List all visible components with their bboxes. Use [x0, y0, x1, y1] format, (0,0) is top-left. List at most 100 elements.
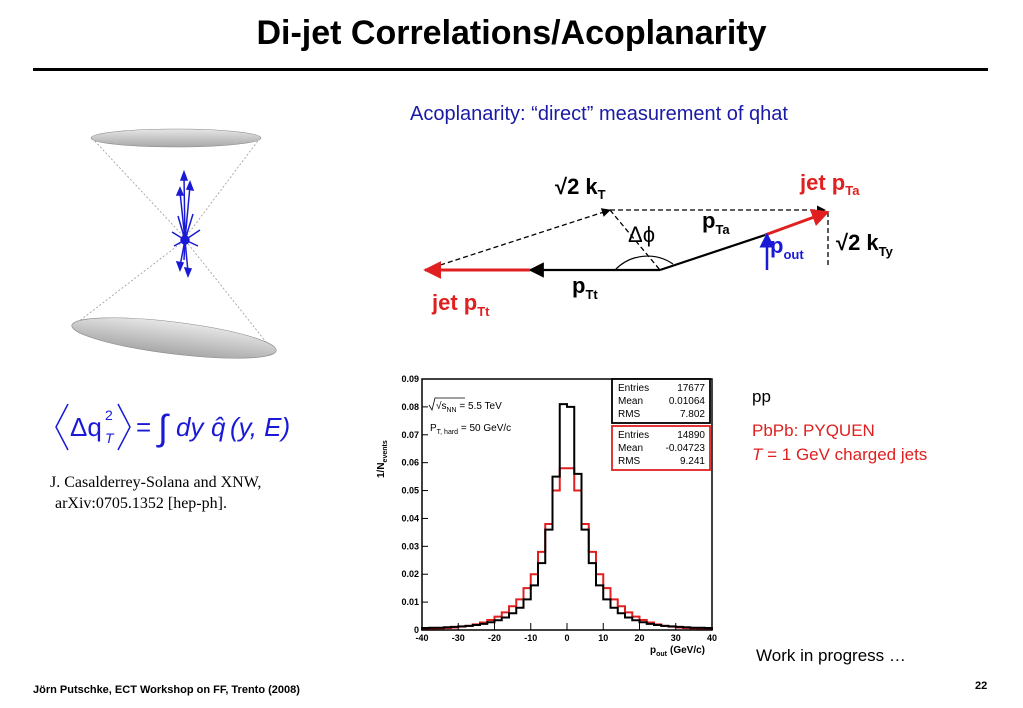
formula-args: (y, E)	[230, 412, 290, 442]
x-tick-label: 0	[564, 633, 569, 643]
formula-integral: ∫	[156, 407, 170, 448]
stats-box-pp: Entries 17677 Mean 0.01064 RMS 7.802	[611, 378, 711, 424]
formula-delta-q: Δq	[70, 412, 102, 442]
x-tick-label: 20	[634, 633, 644, 643]
jet-pTa-arrow	[764, 209, 830, 237]
kT-dashed-drop	[609, 209, 661, 271]
y-tick-label: 0.05	[401, 486, 419, 496]
histogram-series	[421, 403, 713, 630]
svg-text:RMS: RMS	[618, 456, 641, 467]
title-underline	[33, 68, 988, 71]
x-axis-label: pout (GeV/c)	[650, 645, 705, 658]
pout-sub: out	[783, 247, 804, 262]
kT-label: √2 k	[555, 174, 598, 199]
series-pbpb-line	[421, 467, 713, 630]
y-tick-label: 0.02	[401, 569, 419, 579]
acoplanarity-diagram: √2 kT jet pTa pTa Δϕ pout √2 kTy pTt jet…	[423, 170, 894, 319]
formula-sub: T	[105, 430, 115, 446]
stats-box-pbpb: Entries 14890 Mean -0.04723 RMS 9.241	[611, 425, 711, 471]
y-tick-label: 0	[414, 625, 419, 635]
svg-text:9.241: 9.241	[680, 456, 705, 467]
svg-text:17677: 17677	[677, 383, 705, 394]
x-tick-label: -40	[415, 633, 428, 643]
reference-line-2: arXiv:0705.1352 [hep-ph].	[55, 495, 227, 512]
svg-text:√sNN = 5.5 TeV: √sNN = 5.5 TeV	[436, 400, 502, 414]
particle-tracks	[171, 169, 201, 279]
pout-label: p	[770, 233, 783, 258]
series-pp-line	[421, 403, 713, 630]
slide-title: Di-jet Correlations/Acoplanarity	[256, 14, 767, 52]
svg-text:Mean: Mean	[618, 443, 643, 454]
formula-sup: 2	[105, 407, 113, 423]
pTa-label: p	[702, 208, 715, 233]
svg-text:jet pTt: jet pTt	[431, 290, 490, 319]
formula-qhat: q̂	[211, 412, 226, 442]
jet-cone-illustration	[71, 128, 277, 359]
dphi-label: Δϕ	[628, 222, 655, 247]
svg-text:-0.04723: -0.04723	[666, 443, 706, 454]
y-tick-label: 0.04	[401, 513, 419, 523]
slide-subtitle: Acoplanarity: “direct” measurement of qh…	[410, 103, 788, 125]
svg-text:Entries: Entries	[618, 383, 649, 394]
x-tick-label: 10	[598, 633, 608, 643]
pTa-arrow	[659, 233, 766, 272]
dphi-arc	[614, 255, 674, 271]
lower-cone	[73, 239, 275, 353]
x-tick-label: -10	[524, 633, 537, 643]
x-tick-label: 40	[707, 633, 717, 643]
y-ticks: 0 0.01 0.02 0.03 0.04 0.05 0.06 0.07 0.08 0.09	[401, 374, 428, 635]
kT-sub: T	[598, 187, 606, 202]
pTt-sub: Tt	[585, 287, 598, 302]
pTt-label: p	[572, 273, 585, 298]
y-tick-label: 0.06	[401, 458, 419, 468]
legend-jet-threshold: T = 1 GeV charged jets	[752, 445, 927, 465]
kTy-label: √2 k	[836, 230, 879, 255]
svg-text:√2 kT: √2 kT	[555, 174, 606, 202]
y-tick-label: 0.01	[401, 597, 419, 607]
svg-text:RMS: RMS	[618, 409, 641, 420]
formula-dy: dy	[176, 412, 205, 442]
kTy-sub: Ty	[879, 244, 894, 259]
jet-pTa-label: jet p	[799, 170, 845, 195]
upper-cone	[91, 137, 261, 239]
svg-text:√2 kTy: √2 kTy	[836, 230, 894, 259]
y-tick-label: 0.08	[401, 402, 419, 412]
lower-disc	[71, 317, 277, 359]
pTa-sub: Ta	[715, 222, 730, 237]
work-in-progress-note: Work in progress …	[756, 646, 906, 665]
upper-disc	[90, 128, 262, 148]
qhat-formula: Δq 2 T = ∫ dy q̂ (y, E)	[55, 403, 290, 451]
reference-line-1: J. Casalderrey-Solana and XNW,	[50, 474, 262, 491]
annotation-pt-hard: PT, hard = 50 GeV/c	[430, 423, 511, 436]
svg-text:7.802: 7.802	[680, 409, 705, 420]
y-tick-label: 0.03	[401, 541, 419, 551]
x-tick-label: -20	[488, 633, 501, 643]
kT-dashed-left	[424, 208, 611, 271]
x-tick-label: 30	[671, 633, 681, 643]
annotation-sqrt-s: √sNN = 5.5 TeV	[428, 397, 502, 414]
y-tick-label: 0.07	[401, 430, 419, 440]
svg-text:pout: pout	[770, 233, 804, 262]
y-axis-label: 1/Nevents	[376, 440, 389, 478]
pout-histogram: 1/Nevents 00.010.020.030.040.050.060.070…	[376, 374, 717, 658]
y-tick-label: 0.09	[401, 374, 419, 384]
legend-t-value: = 1 GeV charged jets	[762, 445, 928, 464]
legend-pbpb: PbPb: PYQUEN	[752, 421, 875, 440]
x-tick-label: -30	[452, 633, 465, 643]
svg-text:14890: 14890	[677, 430, 705, 441]
svg-text:0.01064: 0.01064	[669, 396, 706, 407]
page-number: 22	[975, 680, 988, 692]
svg-text:jet pTa: jet pTa	[799, 170, 860, 198]
legend-t-symbol: T	[752, 445, 763, 464]
jet-pTt-sub: Tt	[477, 304, 490, 319]
svg-text:pTt: pTt	[572, 273, 598, 302]
reference: J. Casalderrey-Solana and XNW, arXiv:070…	[50, 472, 261, 514]
legend-pp: pp	[752, 387, 771, 406]
svg-text:Entries: Entries	[618, 430, 649, 441]
jet-pTa-sub: Ta	[845, 183, 860, 198]
slide-footer: Jörn Putschke, ECT Workshop on FF, Trent…	[33, 684, 300, 696]
svg-text:pTa: pTa	[702, 208, 730, 237]
jet-pTt-label: jet p	[431, 290, 477, 315]
formula-equals: =	[136, 412, 151, 442]
plot-frame	[421, 378, 713, 631]
